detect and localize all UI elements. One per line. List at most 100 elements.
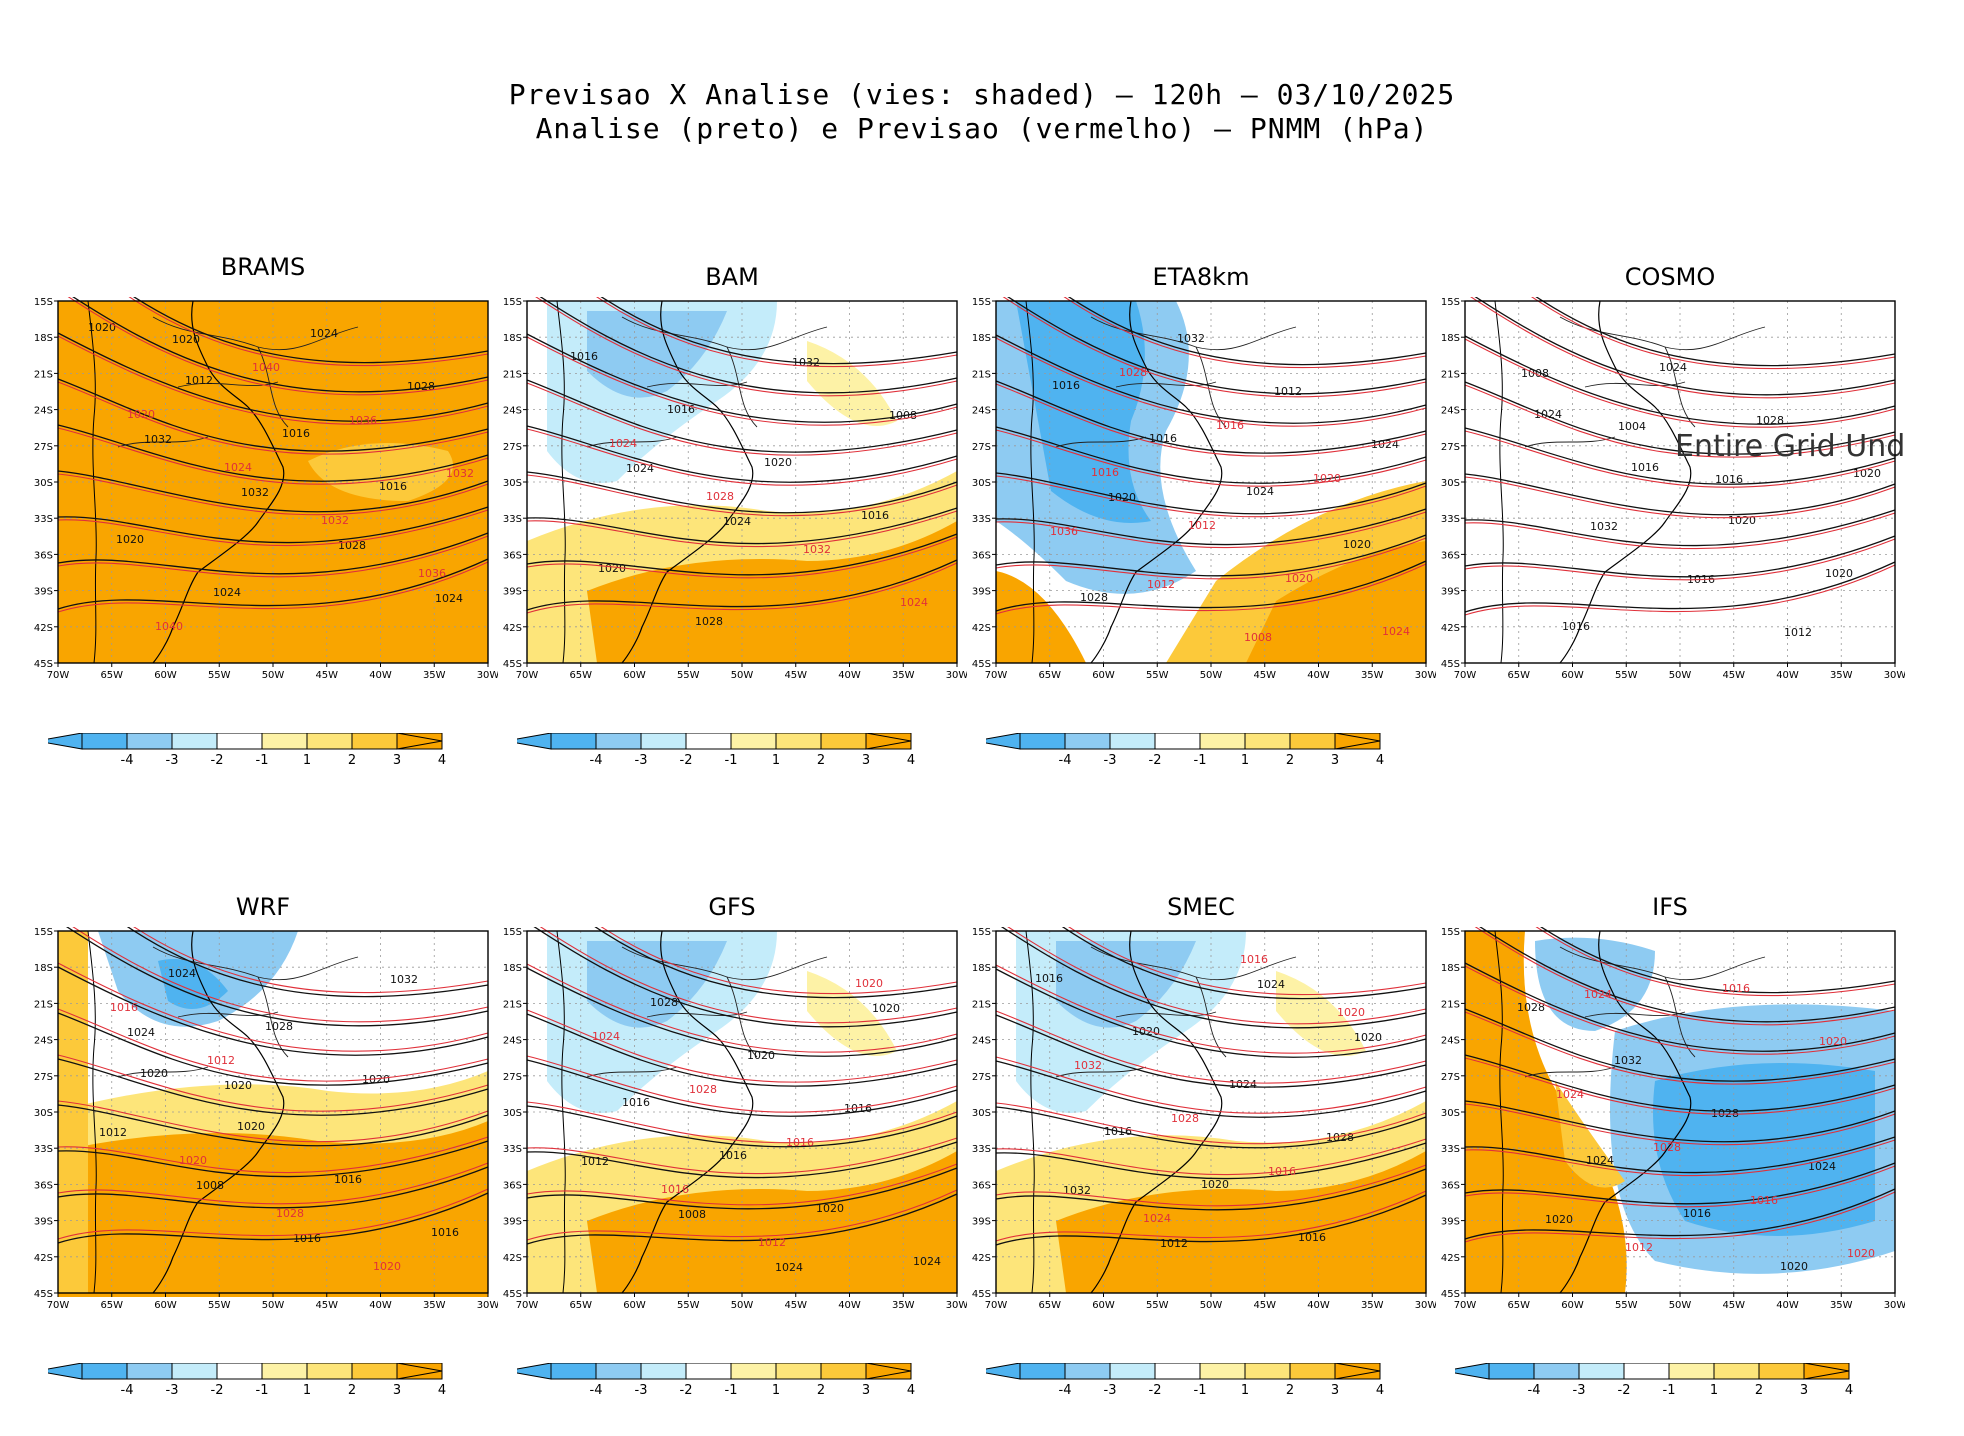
lon-tick-label: 70W — [1454, 1300, 1477, 1311]
lat-tick-label: 36S — [972, 1180, 991, 1191]
isobar-label: 1020 — [747, 1049, 775, 1062]
lon-tick-label: 35W — [423, 670, 446, 681]
isobar-line — [526, 471, 958, 514]
coastline — [621, 300, 754, 664]
lat-tick-label: 24S — [503, 1036, 522, 1047]
lat-tick-label: 24S — [972, 1036, 991, 1047]
isobar-label: 1032 — [321, 514, 349, 527]
isobar-label: 1016 — [1268, 1165, 1296, 1178]
colorbar-label: 2 — [1286, 1383, 1294, 1398]
coastline-west — [1494, 300, 1504, 664]
lon-tick-label: 35W — [892, 670, 915, 681]
isobar-label: 1024 — [310, 327, 338, 340]
colorbar-label: 4 — [1376, 753, 1384, 768]
isobar-line — [57, 1100, 489, 1143]
country-border — [586, 1066, 678, 1078]
model-panel-brams: BRAMS 1020 1012 1016 1016 1020 1024 1024 1028 103… — [28, 253, 498, 775]
lon-tick-label: 55W — [208, 1300, 231, 1311]
panel-title: BRAMS — [220, 253, 306, 281]
lat-tick-label: 45S — [1441, 659, 1460, 670]
colorbar-label: -2 — [211, 753, 224, 768]
colorbar-label: 2 — [1755, 1383, 1763, 1398]
coastline-west — [556, 300, 566, 664]
isobar-line — [995, 1106, 1427, 1149]
isobar-label: 1016 — [282, 427, 310, 440]
isobar-label: 1032 — [1590, 520, 1618, 533]
isobar-line — [1464, 1054, 1896, 1112]
country-border — [177, 1011, 279, 1018]
isobar-line — [1464, 535, 1896, 578]
isobar-line — [526, 536, 958, 579]
isobar-line — [1002, 297, 1427, 398]
isobar-line — [1464, 1100, 1896, 1143]
country-border — [1584, 381, 1686, 388]
isobar-line — [995, 534, 1427, 577]
lat-tick-label: 42S — [972, 1253, 991, 1264]
isobar-line — [1067, 297, 1427, 366]
isobar-line — [1464, 538, 1896, 581]
colorbar-label: -2 — [680, 753, 693, 768]
isobar-line — [57, 1166, 489, 1209]
isobar-line — [1470, 297, 1896, 399]
isobar-label: 1036 — [1050, 525, 1078, 538]
colorbar-label: -3 — [1573, 1383, 1586, 1398]
lat-tick-label: 15S — [503, 927, 522, 938]
lon-tick-label: 65W — [1038, 1300, 1061, 1311]
country-border — [1115, 1011, 1217, 1018]
isobar-line — [526, 1137, 958, 1175]
colorbar-label: 4 — [438, 753, 446, 768]
map-plot: 1016 1016 1020 1016 1020 1028 1032 1008 1024 1024… — [503, 297, 967, 681]
isobar-line — [526, 336, 958, 426]
colorbar-label: 3 — [862, 1383, 870, 1398]
colorbar-label: 1 — [772, 1383, 780, 1398]
lon-tick-label: 70W — [47, 670, 70, 681]
lon-tick-label: 40W — [1776, 670, 1799, 681]
lon-tick-label: 40W — [1776, 1300, 1799, 1311]
isobar-label: 1024 — [1371, 438, 1399, 451]
isobar-label: 1024 — [1586, 1154, 1614, 1167]
isobar-line — [1063, 297, 1427, 369]
colorbar-label: -1 — [725, 753, 738, 768]
isobar-label: 1012 — [1160, 1237, 1188, 1250]
isobar-label: 1020 — [855, 977, 883, 990]
lat-tick-label: 21S — [34, 369, 53, 380]
isobar-line — [1464, 509, 1896, 547]
colorbar: -4 -3 -2 -1 1 2 3 4 — [517, 733, 915, 768]
lat-tick-label: 18S — [503, 963, 522, 974]
lat-tick-label: 18S — [503, 333, 522, 344]
isobar-line — [1474, 297, 1896, 396]
colorbar-label: 4 — [438, 1383, 446, 1398]
lon-tick-label: 40W — [838, 670, 861, 681]
lon-tick-label: 30W — [1884, 670, 1905, 681]
lat-tick-label: 27S — [503, 442, 522, 453]
lat-tick-label: 27S — [1441, 442, 1460, 453]
lat-tick-label: 18S — [972, 963, 991, 974]
lat-tick-label: 30S — [34, 1108, 53, 1119]
lon-tick-label: 50W — [262, 1300, 285, 1311]
isobar-line — [526, 963, 958, 1053]
map-plot: 1016 1016 1020 1024 1028 1020 1016 1012 1008 1024… — [503, 927, 967, 1311]
lat-tick-label: 21S — [503, 369, 522, 380]
isobar-line — [995, 563, 1427, 615]
isobar-line — [995, 1164, 1427, 1207]
isobar-label: 1024 — [1229, 1078, 1257, 1091]
isobar-line — [995, 1194, 1427, 1246]
isobar-label: 1020 — [872, 1002, 900, 1015]
country-border — [177, 381, 279, 388]
colorbar-label: -1 — [256, 753, 269, 768]
coastline-west — [556, 930, 566, 1294]
isobar-label: 1024 — [775, 1261, 803, 1274]
isobar-line — [995, 1190, 1427, 1242]
isobar-line — [526, 333, 958, 423]
isobar-label: 1040 — [252, 361, 280, 374]
lat-tick-label: 36S — [503, 1180, 522, 1191]
isobar-line — [57, 1058, 489, 1116]
lon-tick-label: 55W — [1615, 1300, 1638, 1311]
isobar-label: 1020 — [1847, 1247, 1875, 1260]
lat-tick-label: 33S — [1441, 1144, 1460, 1155]
lat-tick-label: 15S — [34, 927, 53, 938]
lat-tick-label: 21S — [1441, 369, 1460, 380]
lon-tick-label: 50W — [1669, 670, 1692, 681]
isobar-label: 1024 — [592, 1030, 620, 1043]
isobar-line — [526, 379, 958, 453]
